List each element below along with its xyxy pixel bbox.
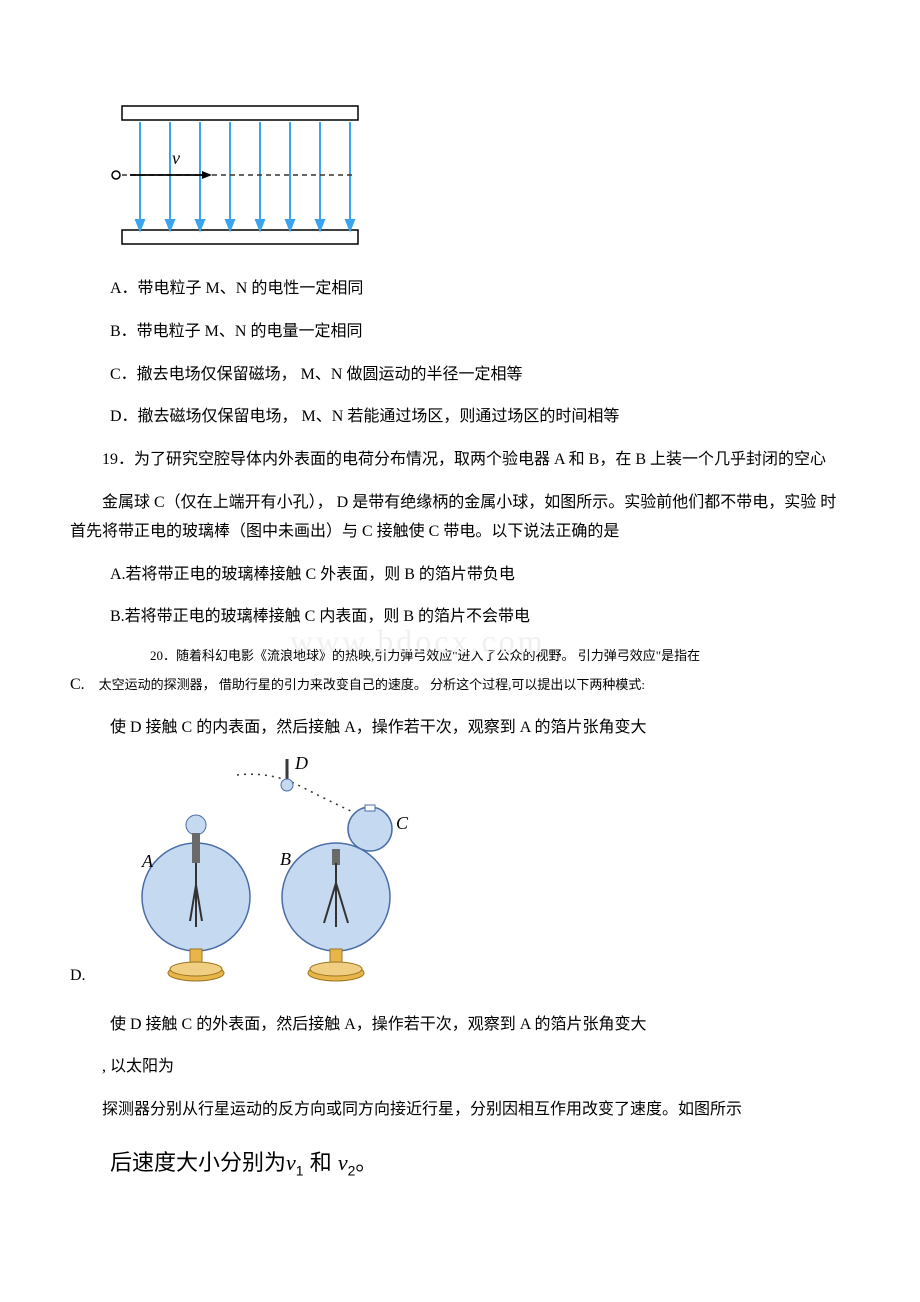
option-2d-text: 使 D 接触 C 的外表面，然后接触 A，操作若干次，观察到 A 的箔片张角变大 (110, 1011, 850, 1040)
q19-text-1: 19．为了研究空腔导体内外表面的电荷分布情况，取两个验电器 A 和 B，在 B … (70, 446, 850, 475)
velocity-svg: v (110, 100, 370, 250)
svg-text:v: v (172, 148, 180, 168)
option-2b: B.若将带正电的玻璃棒接触 C 内表面，则 B 的箔片不会带电 (110, 603, 850, 632)
option-c: C．撤去电场仅保留磁场， M、N 做圆运动的半径一定相等 (110, 361, 850, 390)
and-text: 和 (304, 1150, 338, 1175)
option-2c-text: 使 D 接触 C 的内表面，然后接触 A，操作若干次，观察到 A 的箔片张角变大 (110, 714, 850, 743)
electroscope-figure: D A C (132, 757, 422, 997)
option-b: B．带电粒子 M、N 的电量一定相同 (110, 318, 850, 347)
svg-text:B: B (280, 849, 291, 869)
q19-text-2: 金属球 C（仅在上端开有小孔）， D 是带有绝缘柄的金属小球，如图所示。实验前他… (70, 489, 850, 547)
q20-line1: 20．随着科幻电影《流浪地球》的热映,引力弹弓效应"进入了公众的视野。 引力弹弓… (150, 646, 850, 667)
option-2c-letter: C. (70, 671, 85, 700)
final-period: 。 (355, 1150, 377, 1175)
velocity-selector-figure: v (110, 100, 850, 255)
svg-text:A: A (141, 851, 154, 871)
svg-text:C: C (396, 813, 409, 833)
option-d: D．撤去磁场仅保留电场， M、N 若能通过场区，则通过场区的时间相等 (110, 403, 850, 432)
final-velocity-line: 后速度大小分别为v1 和 v2。 (110, 1145, 850, 1178)
sun-text: , 以太阳为 (70, 1053, 850, 1082)
svg-text:D: D (294, 757, 308, 773)
option-2d-letter: D. (70, 962, 86, 991)
q20-small-text: 20．随着科幻电影《流浪地球》的热映,引力弹弓效应"进入了公众的视野。 引力弹弓… (150, 646, 850, 667)
v2-symbol: v (338, 1150, 348, 1175)
option-a: A．带电粒子 M、N 的电性一定相同 (110, 275, 850, 304)
electroscope-svg: D A C (132, 757, 422, 997)
probe-text: 探测器分别从行星运动的反方向或同方向接近行星，分别因相互作用改变了速度。如图所示 (70, 1096, 850, 1125)
q20-line2: 太空运动的探测器， 借助行星的引力来改变自己的速度。 分析这个过程,可以提出以下… (99, 675, 645, 696)
v1-sub: 1 (296, 1162, 304, 1178)
final-prefix: 后速度大小分别为 (110, 1150, 286, 1175)
option-2a: A.若将带正电的玻璃棒接触 C 外表面，则 B 的箔片带负电 (110, 561, 850, 590)
v1-symbol: v (286, 1150, 296, 1175)
